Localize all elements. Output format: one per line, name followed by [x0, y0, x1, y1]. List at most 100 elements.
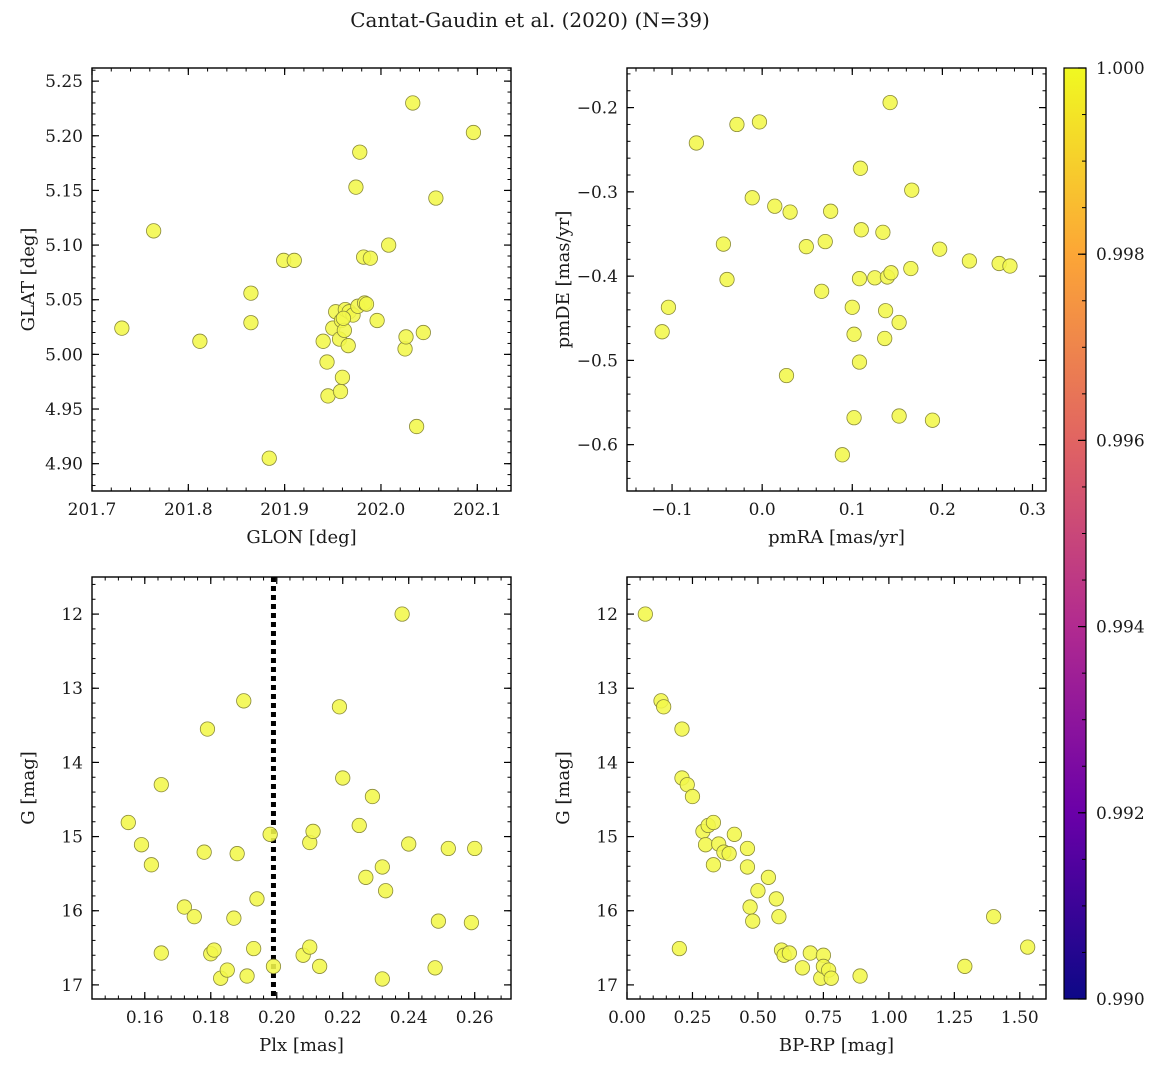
color-magnitude-point: [745, 913, 761, 929]
parallax-magnitude-point: [262, 826, 278, 842]
position-y-axis-label: GLAT [deg]: [18, 228, 39, 332]
colorbar-tick-label: 0.998: [1096, 245, 1145, 265]
proper-motion-point: [846, 410, 862, 426]
position-y-tick-label: 5.25: [45, 72, 83, 92]
position-y-tick-label: 5.05: [45, 291, 83, 311]
parallax-magnitude-point: [430, 913, 447, 929]
parallax-magnitude-point: [358, 869, 374, 885]
position-point: [348, 179, 364, 195]
parallax-magnitude-point: [249, 891, 265, 907]
proper-motion-panel: −0.1 0.0 0.1 0.2 0.3 −0.6 −0.5 −0.4 −0.3 −0.2 pmRA…: [553, 67, 1047, 548]
proper-motion-point: [883, 265, 899, 281]
position-y-tick-label: 4.90: [45, 455, 83, 475]
position-point: [465, 124, 482, 141]
parallax-magnitude-point: [374, 971, 390, 987]
proper-motion-major-ticks: −0.1 0.0 0.1 0.2 0.3 −0.6 −0.5 −0.4 −0.3 −0.2: [577, 68, 1046, 520]
parallax-magnitude-x-tick-label: 0.18: [192, 1008, 230, 1028]
color-magnitude-point: [771, 909, 787, 925]
proper-motion-point: [882, 94, 898, 111]
color-magnitude-point: [957, 958, 973, 974]
proper-motion-frame: [626, 67, 1047, 492]
color-magnitude-y-tick-label: 12: [596, 605, 618, 625]
proper-motion-point: [961, 253, 978, 269]
color-magnitude-point: [705, 857, 722, 873]
parallax-magnitude-point: [199, 721, 216, 737]
color-magnitude-points: [637, 606, 1036, 986]
proper-motion-x-tick-label: 0.1: [839, 500, 866, 520]
color-magnitude-point: [705, 814, 722, 831]
parallax-magnitude-point: [467, 840, 483, 857]
parallax-magnitude-point: [239, 968, 255, 984]
parallax-magnitude-point: [331, 699, 348, 715]
proper-motion-point: [778, 367, 795, 384]
parallax-magnitude-point: [153, 945, 169, 961]
position-x-tick-label: 202.1: [453, 500, 502, 520]
figure-title: Cantat-Gaudin et al. (2020) (N=39): [350, 8, 710, 32]
proper-motion-point: [744, 190, 760, 206]
position-point: [243, 315, 259, 331]
parallax-magnitude-frame: [91, 576, 512, 1000]
color-magnitude-y-tick-label: 13: [596, 679, 618, 699]
color-magnitude-major-ticks: 0.00 0.25 0.50 0.75 1.00 1.25 1.50 12 13 14 15 16 17: [596, 577, 1046, 1028]
proper-motion-point: [867, 270, 883, 286]
color-magnitude-x-tick-label: 0.00: [608, 1008, 646, 1028]
color-magnitude-point: [721, 846, 737, 862]
position-point: [335, 310, 351, 326]
parallax-magnitude-point: [427, 960, 443, 976]
proper-motion-point: [846, 326, 862, 342]
proper-motion-point: [729, 116, 745, 133]
proper-motion-x-tick-label: −0.1: [651, 500, 692, 520]
parallax-magnitude-x-tick-label: 0.20: [258, 1008, 296, 1028]
position-point: [114, 320, 130, 336]
parallax-magnitude-point: [378, 883, 394, 899]
color-magnitude-x-tick-label: 1.25: [935, 1008, 973, 1028]
proper-motion-point: [719, 271, 735, 288]
color-magnitude-point: [674, 721, 690, 737]
parallax-magnitude-point: [226, 910, 242, 926]
proper-motion-x-tick-label: 0.0: [749, 500, 776, 520]
proper-motion-y-tick-label: −0.5: [577, 351, 618, 371]
position-x-tick-label: 201.8: [164, 500, 213, 520]
parallax-magnitude-point: [401, 836, 417, 852]
parallax-magnitude-point: [143, 857, 159, 873]
proper-motion-point: [878, 303, 894, 319]
parallax-magnitude-y-tick-label: 12: [61, 605, 83, 625]
parallax-magnitude-point: [364, 788, 381, 805]
position-point: [261, 450, 277, 466]
color-magnitude-point: [656, 699, 672, 715]
color-magnitude-x-tick-label: 0.50: [739, 1008, 777, 1028]
proper-motion-point: [782, 204, 798, 220]
parallax-magnitude-x-tick-label: 0.24: [390, 1008, 428, 1028]
parallax-magnitude-point: [206, 942, 222, 958]
position-point: [381, 237, 397, 253]
color-magnitude-point: [760, 869, 777, 885]
proper-motion-point: [851, 354, 868, 370]
position-point: [340, 338, 356, 354]
proper-motion-y-axis-label: pmDE [mas/yr]: [553, 211, 574, 349]
position-y-tick-label: 5.00: [45, 345, 83, 365]
color-magnitude-point: [802, 945, 818, 961]
parallax-magnitude-y-tick-label: 15: [61, 828, 83, 848]
proper-motion-point: [834, 447, 850, 463]
position-y-tick-label: 5.20: [45, 127, 83, 147]
parallax-magnitude-point: [176, 899, 192, 915]
color-magnitude-point: [768, 891, 784, 907]
color-magnitude-point: [684, 788, 701, 805]
position-point: [243, 285, 259, 301]
color-magnitude-point: [781, 945, 797, 961]
parallax-magnitude-point: [120, 814, 136, 831]
parallax-magnitude-point: [219, 962, 235, 978]
proper-motion-x-tick-label: 0.3: [1019, 500, 1046, 520]
proper-motion-point: [851, 271, 868, 287]
parallax-magnitude-panel: 0.16 0.18 0.20 0.22 0.24 0.26 12 13 14 15 16 17 Plx …: [18, 576, 512, 1056]
position-points: [114, 95, 482, 466]
colorbar-tick-label: 1.000: [1096, 59, 1145, 79]
parallax-magnitude-point: [246, 940, 262, 957]
parallax-magnitude-point: [374, 859, 390, 875]
position-point: [319, 354, 335, 370]
parallax-magnitude-point: [335, 770, 351, 786]
parallax-magnitude-point: [302, 939, 318, 955]
color-magnitude-point: [739, 859, 756, 875]
color-magnitude-x-tick-label: 1.00: [870, 1008, 908, 1028]
position-x-tick-label: 201.9: [260, 500, 309, 520]
